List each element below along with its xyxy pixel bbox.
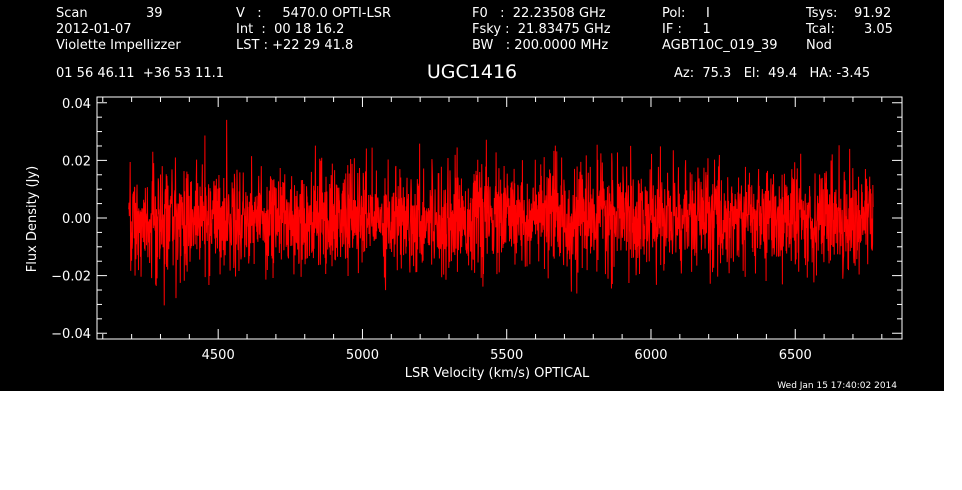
scan-label: Scan — [56, 6, 88, 21]
project-id: AGBT10C_019_39 — [662, 38, 778, 53]
y-tick-label-4: 0.04 — [62, 97, 91, 112]
spectrum-series — [128, 119, 874, 306]
chart-title: UGC1416 — [427, 61, 517, 83]
pointing-readout: Az: 75.3 El: 49.4 HA: -3.45 — [674, 66, 871, 81]
y-tick-label-3: 0.02 — [62, 154, 91, 169]
velocity-readout: V : 5470.0 OPTI-LSR — [236, 6, 392, 21]
spectrum-line — [128, 119, 874, 306]
y-tick-label-2: 0.00 — [62, 212, 91, 227]
axis-ticks: 4500 5000 5500 6000 6500 −0.04 −0.02 0.00 0.02 0.… — [51, 97, 902, 363]
sky-frequency-readout: Fsky : 21.83475 GHz — [472, 22, 611, 37]
observer-name: Violette Impellizzer — [56, 38, 181, 53]
x-tick-label-5000: 5000 — [346, 348, 379, 363]
tcal-label: Tcal: — [806, 22, 835, 37]
source-coordinates: 01 56 46.11 +36 53 11.1 — [56, 66, 225, 81]
observing-mode: Nod — [806, 38, 832, 53]
spectrum-chart: UGC1416 4500 5000 5500 6000 6500 −0.04 −0.02 0.… — [25, 61, 903, 391]
x-tick-label-4500: 4500 — [202, 348, 235, 363]
scan-number: 39 — [146, 6, 163, 21]
lst-readout: LST : +22 29 41.8 — [236, 38, 354, 53]
y-axis-label: Flux Density (Jy) — [25, 166, 40, 272]
tsys-label: Tsys: — [806, 6, 838, 21]
observation-date: 2012-01-07 — [56, 22, 132, 37]
plot-window: Scan 39 2012-01-07 Violette Impellizzer … — [0, 0, 944, 391]
x-tick-label-6000: 6000 — [634, 348, 667, 363]
polarization-readout: Pol: I — [662, 6, 710, 21]
y-tick-label-0: −0.04 — [51, 327, 91, 342]
tsys-value: 91.92 — [854, 6, 892, 21]
bandwidth-readout: BW : 200.0000 MHz — [472, 38, 609, 53]
y-tick-label-1: −0.02 — [51, 270, 91, 285]
timestamp: Wed Jan 15 17:40:02 2014 — [777, 381, 897, 391]
x-tick-label-5500: 5500 — [490, 348, 523, 363]
x-tick-label-6500: 6500 — [779, 348, 812, 363]
rest-frequency-readout: F0 : 22.23508 GHz — [472, 6, 606, 21]
tcal-value: 3.05 — [864, 22, 893, 37]
x-axis-label: LSR Velocity (km/s) OPTICAL — [405, 366, 590, 381]
integration-readout: Int : 00 18 16.2 — [236, 22, 345, 37]
if-readout: IF : 1 — [662, 22, 711, 37]
